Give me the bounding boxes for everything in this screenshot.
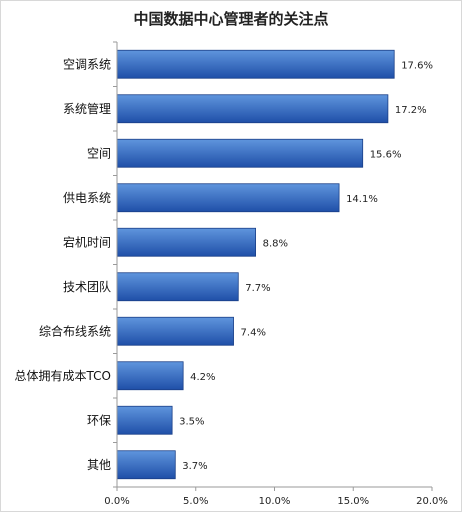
category-label: 供电系统 [63,191,111,205]
x-tick-label: 0.0% [104,496,129,507]
value-label: 15.6% [370,149,402,160]
bar-4 [116,183,340,213]
category-label: 空间 [87,146,111,160]
value-label: 17.6% [401,60,433,71]
x-tick-label: 20.0% [416,496,448,507]
bar-2 [116,94,389,124]
category-label: 系统管理 [63,101,111,116]
value-label: 7.7% [245,283,270,294]
value-label: 17.2% [395,105,427,116]
bars-layer [116,49,395,480]
value-label: 8.8% [263,238,288,249]
value-label: 4.2% [190,372,215,383]
category-label: 空调系统 [63,57,111,71]
x-tick-label: 15.0% [337,496,369,507]
value-label: 3.7% [182,461,207,472]
bar-10 [116,450,176,480]
bar-1 [116,49,395,79]
bar-3 [116,138,364,168]
category-label: 环保 [87,413,111,427]
bar-6 [116,272,239,302]
value-label: 7.4% [241,327,266,338]
category-label: 综合布线系统 [39,323,111,338]
category-label: 总体拥有成本TCO [15,369,111,383]
category-label: 宕机时间 [63,234,111,249]
x-tick-label: 10.0% [259,496,291,507]
chart-title: 中国数据中心管理者的关注点 [133,10,329,28]
bar-7 [116,316,234,346]
value-label: 3.5% [179,416,204,427]
bar-5 [116,227,257,257]
bar-9 [116,405,173,435]
axis-layer: 空调系统 17.6% 系统管理 17.2% 空间 15.6% 供电系统 14.1% 宕机时间 8.… [15,41,448,507]
value-label: 14.1% [346,194,378,205]
x-tick-label: 5.0% [183,496,208,507]
category-label: 技术团队 [63,279,111,294]
category-label: 其他 [87,458,111,472]
bar-8 [116,361,184,391]
